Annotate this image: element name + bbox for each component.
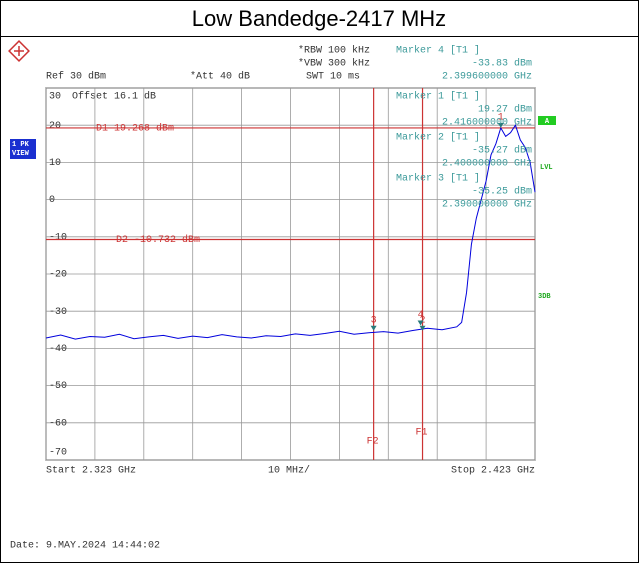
vbw-label: *VBW 300 kHz: [298, 58, 370, 70]
marker-frequency: 2.390000000 GHz: [442, 200, 532, 211]
marker-frequency: 2.400000000 GHz: [442, 159, 532, 170]
trace: [45, 124, 536, 340]
marker-number: 4: [418, 310, 424, 321]
trace-label: VIEW: [12, 150, 30, 158]
chart-title: Low Bandedge-2417 MHz: [192, 6, 446, 31]
trace-badge: [10, 139, 36, 159]
stop-label: Stop 2.423 GHz: [451, 466, 535, 477]
marker-frequency: 2.416000000 GHz: [442, 118, 532, 129]
y-tick-label: -10: [49, 232, 67, 243]
marker-frequency: 2.399600000 GHz: [442, 72, 532, 83]
y-tick-label: -70: [49, 448, 67, 459]
side-label: 3DB: [538, 293, 551, 301]
marker-name: Marker 2 [T1 ]: [396, 132, 480, 144]
y-tick-label: 10: [49, 158, 61, 169]
rbw-label: *RBW 100 kHz: [298, 45, 370, 57]
marker-value: 19.27 dBm: [478, 104, 532, 116]
offset-label: Offset 16.1 dB: [72, 91, 156, 103]
frequency-line-label: F1: [416, 428, 428, 439]
date-label: Date: 9.MAY.2024 14:44:02: [10, 541, 160, 552]
display-line-label: D2 -10.732 dBm: [116, 234, 200, 246]
marker-value: -35.25 dBm: [472, 186, 532, 198]
side-label: A: [545, 118, 550, 126]
y-tick-label: 0: [49, 195, 55, 206]
marker: [417, 320, 424, 326]
y-tick-label: -30: [49, 307, 67, 318]
trace-label: 1 PK: [12, 141, 30, 149]
start-label: Start 2.323 GHz: [46, 466, 136, 477]
marker-name: Marker 4 [T1 ]: [396, 45, 480, 57]
marker-value: -33.83 dBm: [472, 58, 532, 70]
y-tick-label: -50: [49, 381, 67, 392]
marker-number: 3: [371, 315, 377, 326]
y-tick-label: 30: [49, 92, 61, 103]
span-label: 10 MHz/: [268, 465, 310, 477]
att-label: *Att 40 dB: [190, 71, 250, 83]
marker-value: -35.27 dBm: [472, 145, 532, 157]
y-tick-label: -40: [49, 344, 67, 355]
display-line-label: D1 19.268 dBm: [96, 123, 174, 135]
y-tick-label: 20: [49, 121, 61, 132]
marker-number: 1: [498, 113, 504, 124]
ref-label: Ref 30 dBm: [46, 71, 106, 83]
marker: [419, 325, 426, 331]
marker-name: Marker 1 [T1 ]: [396, 91, 480, 103]
swt-label: SWT 10 ms: [306, 72, 360, 83]
y-tick-label: -20: [49, 270, 67, 281]
marker-name: Marker 3 [T1 ]: [396, 173, 480, 185]
marker: [497, 122, 504, 128]
frequency-line-label: F2: [367, 437, 379, 448]
side-label: LVL: [540, 164, 553, 172]
marker: [370, 325, 377, 331]
side-badge: [538, 116, 556, 125]
y-tick-label: -60: [49, 418, 67, 429]
logo: [8, 40, 30, 62]
